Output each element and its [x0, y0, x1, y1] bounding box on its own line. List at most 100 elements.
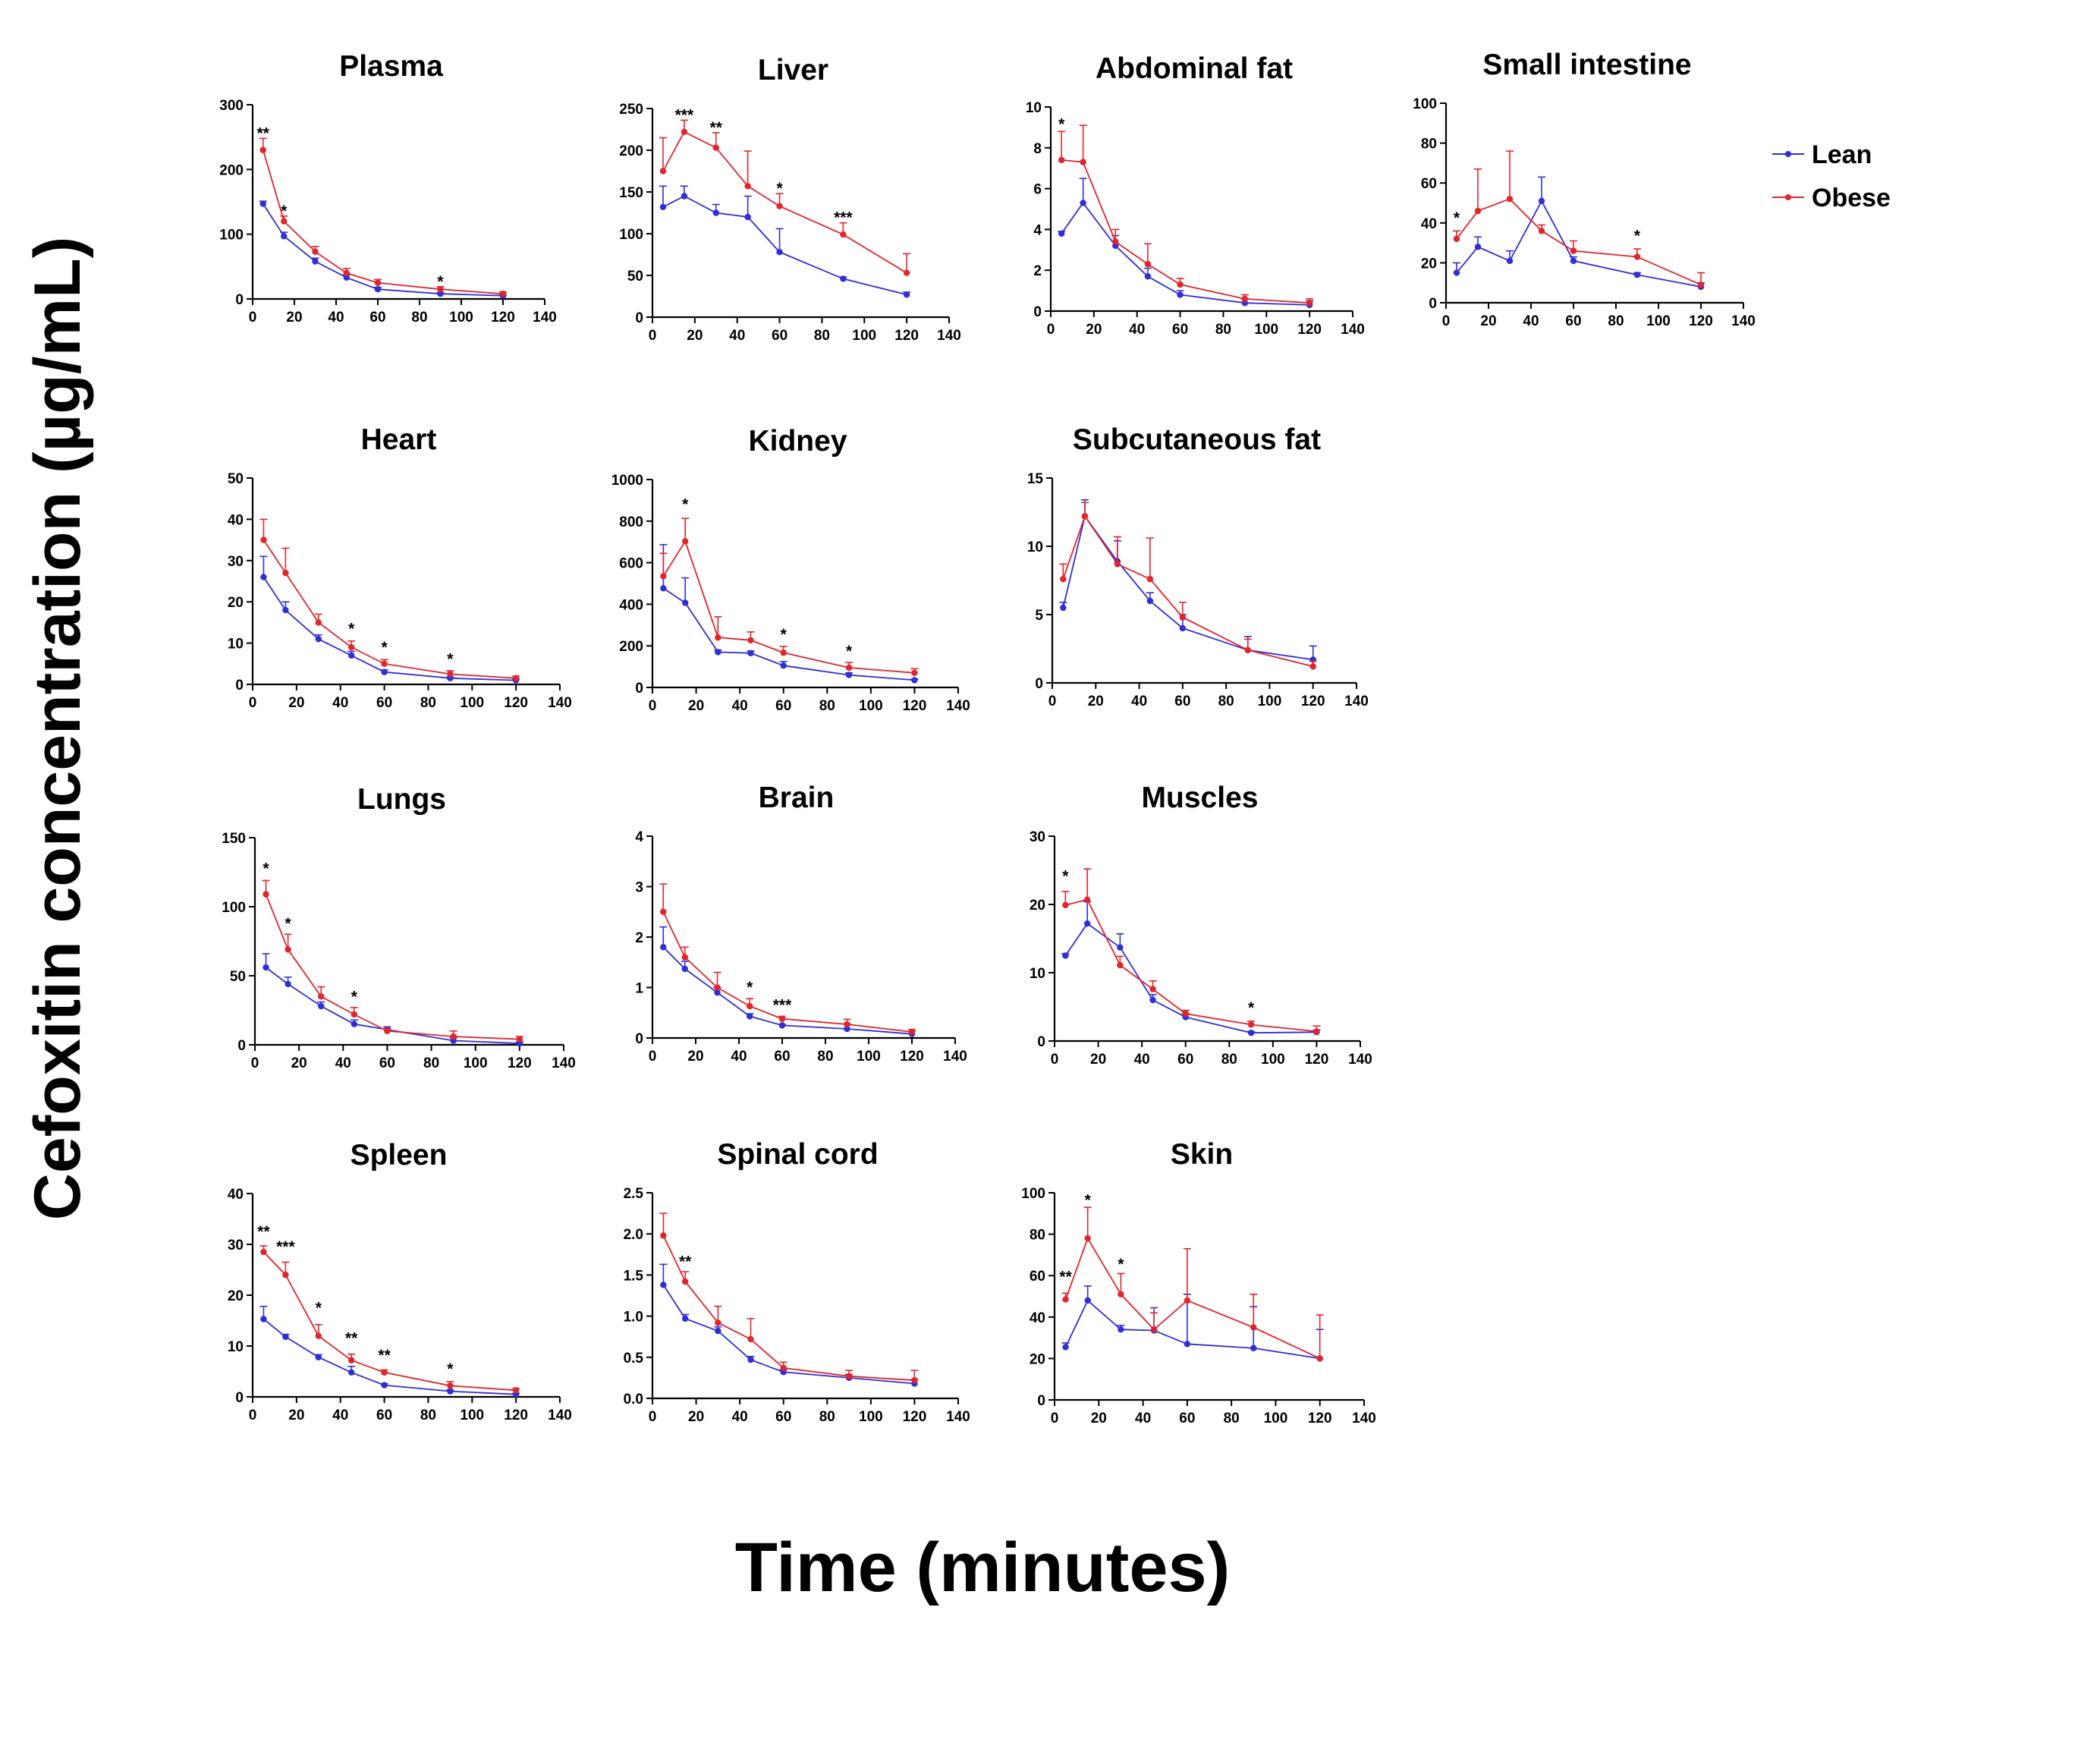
series-obese	[1059, 502, 1317, 670]
data-point	[1144, 273, 1152, 280]
data-point	[911, 669, 918, 677]
data-point	[681, 1278, 689, 1285]
series-line	[662, 195, 907, 296]
series-line	[662, 946, 913, 1035]
x-tick-label: 80	[817, 1049, 833, 1065]
data-point	[1062, 1296, 1069, 1303]
x-tick-label: 100	[1646, 313, 1671, 329]
x-tick-label: 40	[732, 1409, 748, 1425]
significance-star: *	[1118, 1256, 1124, 1273]
data-point	[1149, 996, 1156, 1004]
data-point	[1570, 257, 1577, 264]
series-lean	[1453, 176, 1705, 291]
figure-y-label: Cefoxitin concentration (µg/mL)	[21, 237, 94, 1221]
data-point	[450, 1033, 457, 1040]
x-tick-label: 140	[1352, 1411, 1376, 1426]
y-tick-label: 0	[1429, 296, 1437, 312]
data-point	[780, 649, 787, 656]
data-point	[1316, 1355, 1323, 1362]
data-point	[903, 291, 910, 298]
x-tick-label: 140	[1731, 313, 1756, 329]
panel-title: Spleen	[351, 1139, 448, 1172]
significance-star: *	[281, 203, 288, 220]
data-point	[660, 1282, 667, 1288]
data-point	[660, 573, 667, 580]
data-point	[374, 286, 382, 293]
series-line	[1064, 1237, 1321, 1360]
data-point	[776, 203, 783, 209]
y-tick-label: 0	[635, 681, 643, 697]
series-line	[1456, 199, 1702, 288]
y-tick-label: 0	[635, 1031, 643, 1047]
x-tick-label: 0	[1442, 313, 1451, 329]
data-point	[840, 231, 847, 238]
panel-title: Liver	[758, 54, 828, 86]
data-point	[1146, 597, 1154, 605]
x-tick-label: 40	[731, 1049, 747, 1065]
series-lean	[259, 200, 507, 299]
data-point	[1146, 576, 1154, 583]
x-tick-label: 60	[1565, 313, 1581, 329]
x-tick-label: 40	[332, 695, 348, 711]
x-tick-label: 60	[775, 1409, 791, 1425]
x-tick-label: 120	[1301, 694, 1325, 709]
series-line	[262, 1251, 517, 1392]
data-point	[715, 1319, 721, 1326]
data-point	[712, 144, 719, 151]
x-tick-label: 20	[687, 1049, 703, 1065]
series-lean	[259, 555, 520, 684]
series-line	[662, 587, 915, 681]
data-point	[347, 1369, 355, 1376]
significance-star: **	[679, 1253, 692, 1271]
y-tick-label: 100	[619, 227, 643, 243]
x-tick-label: 100	[859, 698, 883, 714]
y-tick-label: 600	[619, 556, 643, 572]
data-point	[1062, 901, 1069, 909]
y-tick-label: 20	[228, 1288, 244, 1304]
x-tick-label: 140	[1344, 694, 1369, 709]
y-tick-label: 2	[1033, 263, 1042, 279]
series-lean	[1058, 178, 1314, 309]
y-tick-label: 0.0	[624, 1392, 643, 1407]
y-tick-label: 1.5	[624, 1268, 644, 1284]
data-point	[1083, 920, 1091, 927]
data-point	[1080, 159, 1086, 165]
series-obese	[1061, 868, 1321, 1035]
data-point	[681, 193, 688, 200]
data-point	[1179, 614, 1187, 621]
x-tick-label: 80	[819, 698, 835, 714]
data-point	[845, 1373, 853, 1379]
data-point	[776, 249, 783, 256]
data-point	[844, 1025, 850, 1033]
y-tick-label: 40	[228, 1187, 244, 1203]
x-tick-label: 40	[732, 698, 748, 714]
x-tick-label: 60	[376, 695, 392, 711]
x-tick-label: 60	[369, 310, 385, 326]
y-tick-label: 10	[228, 1339, 244, 1355]
y-tick-label: 4	[635, 829, 643, 845]
panel-muscles: Muscles 0 10 20 30 0 20 40 60 80 100 120 140 * *	[1030, 782, 1372, 1068]
data-point	[1633, 253, 1641, 260]
data-point	[747, 637, 754, 644]
legend: Lean Obese	[1772, 140, 1891, 212]
x-tick-label: 80	[1224, 1411, 1240, 1426]
data-point	[260, 536, 267, 543]
y-tick-label: 40	[1030, 1310, 1045, 1326]
data-point	[260, 1248, 267, 1256]
data-point	[259, 200, 266, 207]
data-point	[1117, 944, 1124, 951]
data-point	[1506, 257, 1514, 264]
data-point	[384, 1027, 391, 1035]
series-lean	[659, 926, 916, 1037]
legend-label-lean: Lean	[1812, 140, 1872, 169]
data-point	[381, 1369, 388, 1376]
x-tick-label: 20	[1091, 1411, 1107, 1426]
panel-lungs: Lungs 0 50 100 150 0 20 40 60 80 100 120 140 * * *	[222, 783, 576, 1071]
x-tick-label: 0	[251, 1055, 259, 1071]
x-tick-label: 20	[288, 695, 304, 711]
data-point	[712, 209, 719, 216]
data-point	[285, 946, 291, 953]
significance-star: *	[1062, 867, 1069, 885]
